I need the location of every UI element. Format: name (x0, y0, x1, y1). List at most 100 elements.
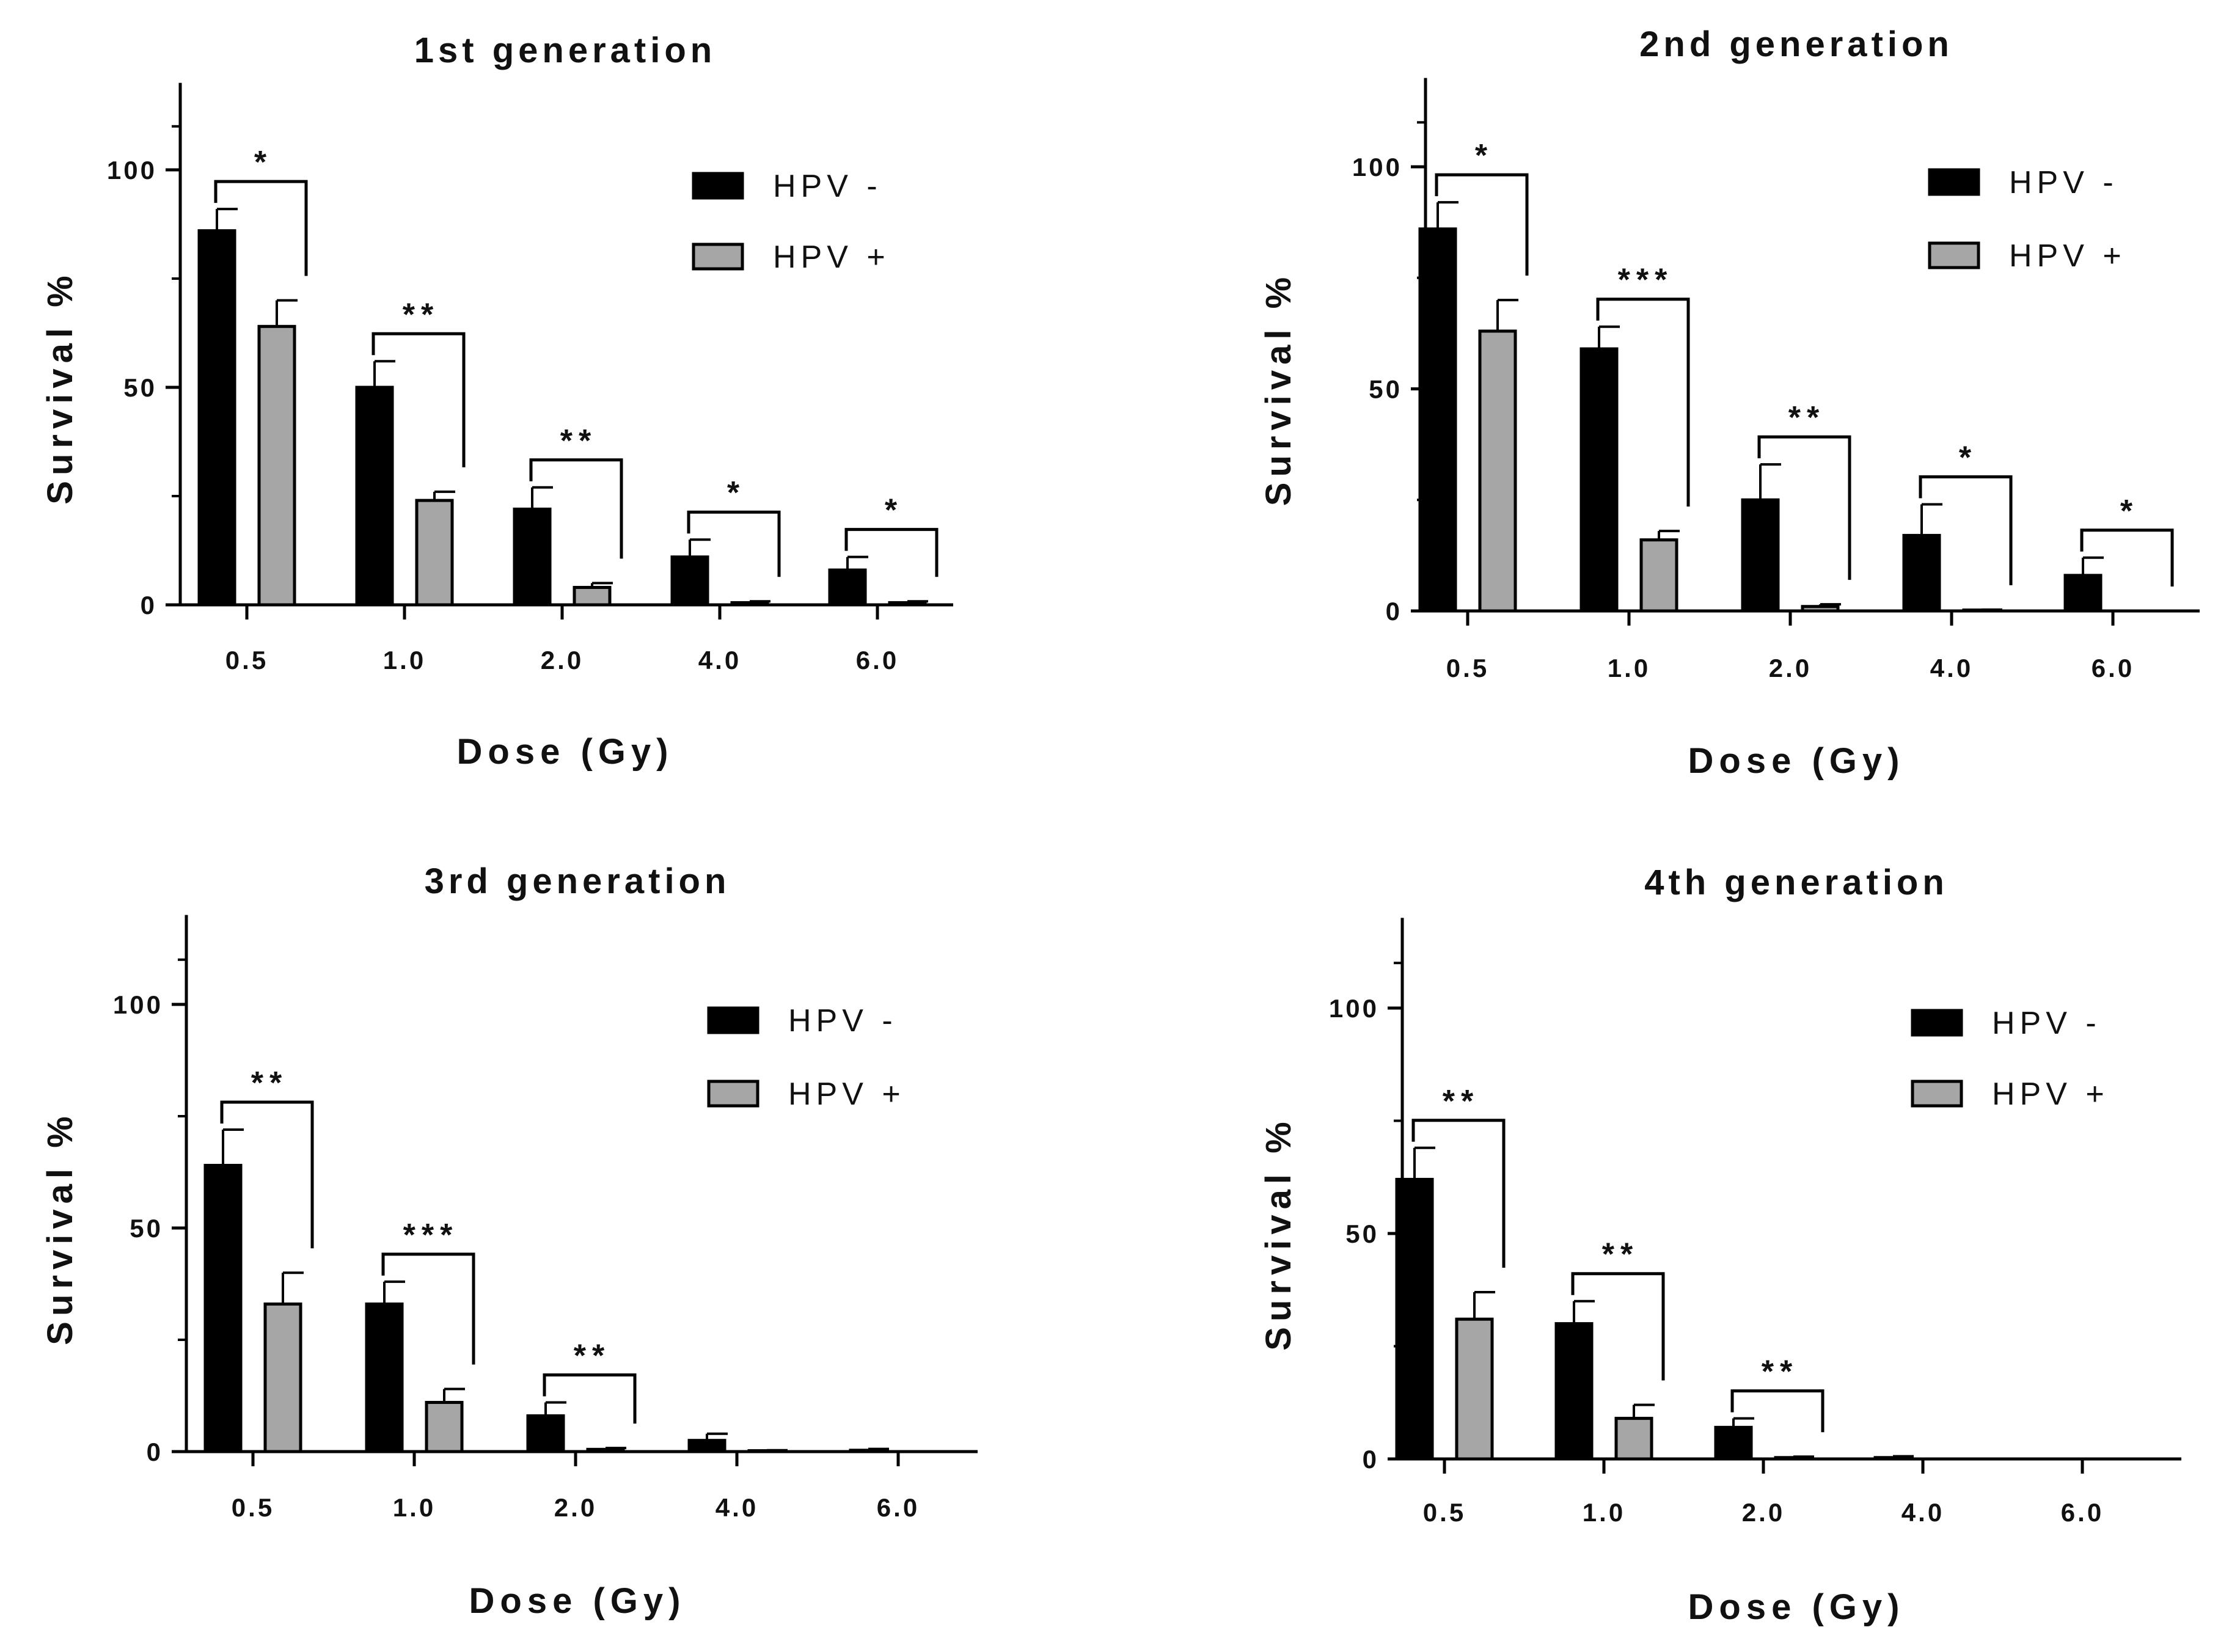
bar-hpv-neg-0.5 (203, 1164, 243, 1453)
y-tick-label: 50 (130, 1214, 163, 1243)
legend-label-hpv-neg: HPV - (2009, 165, 2118, 200)
bar-hpv-neg-4.0 (670, 555, 709, 607)
chart-title: 2nd generation (1639, 24, 1953, 64)
y-tick-label: 50 (1369, 375, 1402, 404)
x-tick-label: 0.5 (1423, 1498, 1466, 1527)
legend-label-hpv-pos: HPV + (773, 239, 890, 275)
x-tick-label: 0.5 (232, 1493, 274, 1522)
bar-hpv-neg-0.5 (197, 229, 236, 607)
x-tick-label: 4.0 (698, 646, 741, 674)
y-tick-label: 0 (1363, 1445, 1379, 1474)
bar-hpv-pos-0.5 (1478, 329, 1517, 613)
x-axis-label: Dose (Gy) (457, 732, 674, 772)
significance-bracket (687, 510, 781, 577)
chart-panel-4: 4th generation 0 50 100 Survival % Dose (Gy) 0… (1259, 863, 2181, 1627)
legend-swatch-hpv-neg (707, 1006, 759, 1034)
y-tick-label: 0 (141, 591, 157, 620)
significance-bracket (1730, 1389, 1825, 1433)
significance-marker: ** (1443, 1084, 1479, 1119)
y-tick-label: 50 (123, 373, 157, 402)
y-axis-label: Survival % (40, 1111, 80, 1345)
x-tick-label: 1.0 (1608, 654, 1650, 682)
significance-bracket (1435, 173, 1529, 276)
significance-marker: * (727, 475, 745, 511)
x-tick-label: 2.0 (554, 1493, 597, 1522)
bar-hpv-pos-2.0 (586, 1447, 625, 1453)
bar-hpv-pos-0.5 (257, 324, 296, 607)
x-tick-label: 1.0 (393, 1493, 436, 1522)
significance-marker: *** (403, 1218, 459, 1253)
significance-marker: * (1475, 138, 1493, 174)
x-tick-label: 0.5 (225, 646, 268, 674)
bar-hpv-neg-6.0 (828, 568, 867, 607)
legend-label-hpv-pos: HPV + (1992, 1076, 2109, 1112)
chart-panel-1: 1st generation 0 50 100 Survival % Dose (Gy) 0… (40, 31, 953, 772)
chart-title: 4th generation (1644, 863, 1949, 902)
bar-hpv-neg-0.5 (1418, 227, 1457, 613)
x-axis-label: Dose (Gy) (1688, 1587, 1905, 1627)
y-tick-label: 0 (147, 1438, 163, 1466)
bar-hpv-pos-4.0 (1962, 609, 2001, 613)
significance-marker: ** (560, 423, 597, 459)
significance-bracket (2080, 528, 2174, 587)
bar-hpv-pos-1.0 (1614, 1417, 1653, 1461)
significance-bracket (844, 528, 939, 577)
x-tick-label: 6.0 (856, 646, 899, 674)
chart-title: 1st generation (414, 31, 716, 70)
significance-bracket (372, 332, 466, 467)
bar-hpv-neg-2.0 (1741, 498, 1780, 613)
significance-marker: * (254, 145, 273, 180)
legend-label-hpv-neg: HPV - (1992, 1006, 2101, 1041)
legend-label-hpv-neg: HPV - (773, 169, 882, 204)
bar-hpv-pos-6.0 (888, 601, 927, 607)
x-axis-label: Dose (Gy) (1688, 741, 1905, 781)
bar-hpv-neg-1.0 (365, 1302, 404, 1453)
bar-hpv-pos-1.0 (415, 499, 454, 607)
x-tick-label: 1.0 (1583, 1498, 1625, 1527)
bar-hpv-neg-1.0 (1554, 1322, 1594, 1461)
bar-hpv-neg-4.0 (687, 1439, 727, 1453)
significance-marker: ** (403, 297, 439, 332)
bar-hpv-neg-2.0 (1714, 1425, 1753, 1461)
x-tick-label: 4.0 (1930, 654, 1973, 682)
significance-bracket (1596, 298, 1690, 507)
y-tick-label: 100 (113, 990, 163, 1019)
y-tick-label: 100 (107, 156, 157, 185)
y-tick-label: 100 (1329, 994, 1379, 1023)
bar-hpv-pos-0.5 (1455, 1317, 1494, 1461)
bar-hpv-neg-2.0 (513, 507, 552, 607)
x-axis-label: Dose (Gy) (469, 1581, 686, 1621)
legend-swatch-hpv-pos (1911, 1080, 1963, 1108)
y-tick-label: 100 (1352, 153, 1402, 181)
bar-hpv-neg-6.0 (2063, 574, 2103, 613)
x-tick-label: 6.0 (877, 1493, 920, 1522)
significance-marker: ** (1788, 400, 1825, 436)
significance-bracket (1757, 435, 1851, 580)
legend-label-hpv-neg: HPV - (788, 1003, 898, 1039)
significance-marker: ** (251, 1065, 288, 1101)
significance-marker: ** (574, 1338, 610, 1373)
significance-bracket (381, 1252, 475, 1365)
legend-swatch-hpv-pos (1928, 241, 1980, 269)
significance-bracket (220, 1100, 314, 1249)
significance-bracket (1919, 475, 2013, 585)
chart-panel-2: 2nd generation 0 50 100 Survival % Dose (Gy) 0… (1259, 24, 2200, 781)
significance-bracket (214, 180, 308, 276)
y-axis-label: Survival % (1259, 1116, 1298, 1350)
significance-bracket (1411, 1119, 1506, 1268)
bar-hpv-neg-0.5 (1395, 1177, 1434, 1461)
bar-hpv-neg-1.0 (1579, 347, 1619, 613)
legend-swatch-hpv-neg (692, 172, 744, 200)
y-tick-label: 0 (1386, 597, 1402, 626)
x-tick-label: 4.0 (716, 1493, 758, 1522)
bar-hpv-pos-1.0 (1639, 538, 1678, 613)
x-tick-label: 6.0 (2092, 654, 2134, 682)
chart-title: 3rd generation (425, 861, 731, 901)
x-tick-label: 1.0 (383, 646, 426, 674)
bar-hpv-pos-2.0 (1801, 605, 1840, 613)
legend-swatch-hpv-neg (1911, 1009, 1963, 1037)
bar-hpv-pos-1.0 (425, 1400, 464, 1453)
significance-marker: *** (1618, 263, 1674, 298)
x-tick-label: 4.0 (1901, 1498, 1944, 1527)
